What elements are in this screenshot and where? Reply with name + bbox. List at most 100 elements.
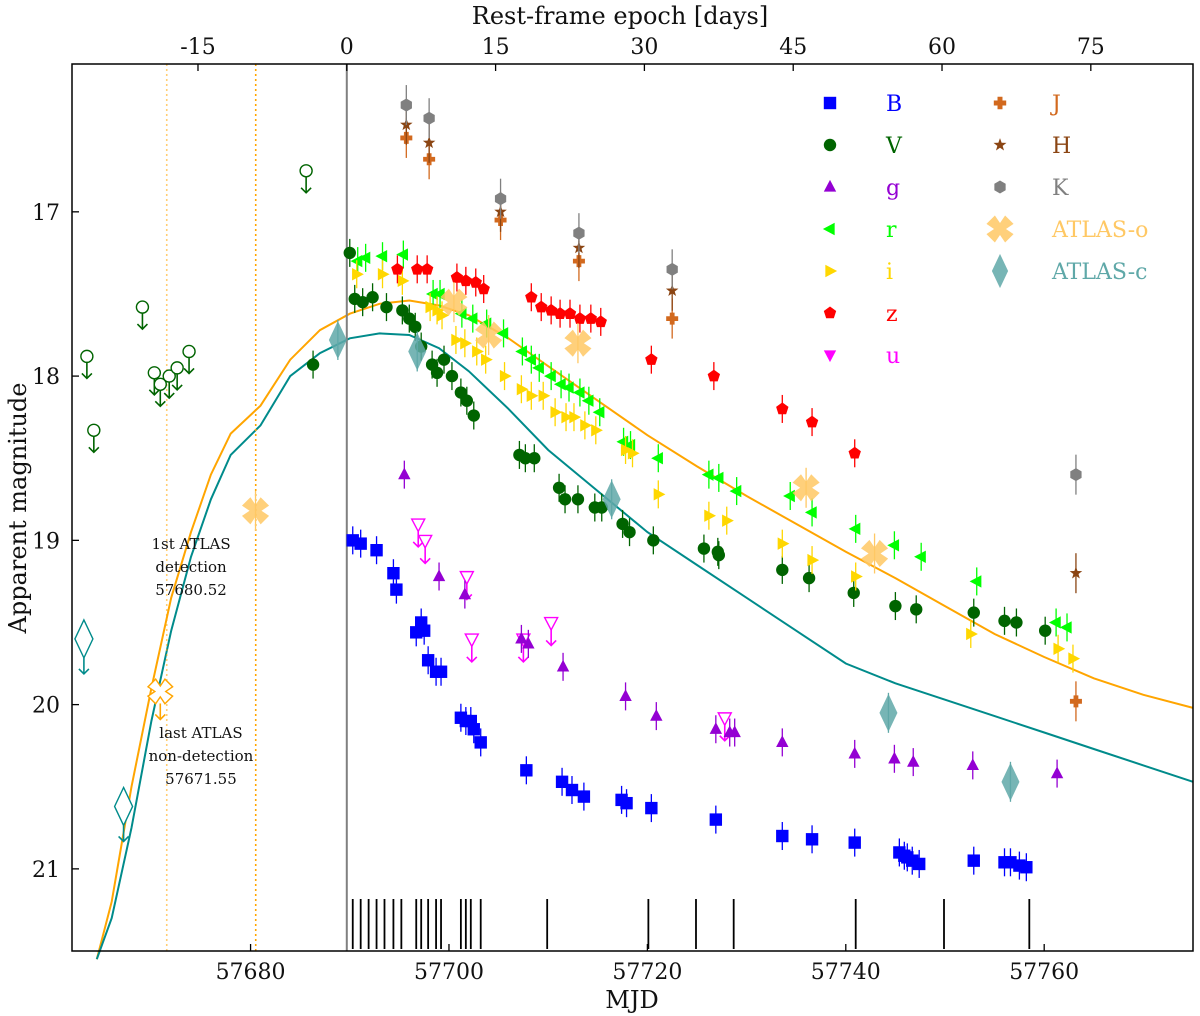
annotation-line: non-detection [149,747,254,765]
data-point-i [481,353,493,366]
x-tick-label: 57740 [811,960,881,985]
photometry-points [241,85,1083,882]
data-point-i [569,410,582,424]
limit-marker [299,164,313,178]
data-point-i [499,369,512,383]
data-point-ATLAS-o [475,321,503,349]
data-point-V [847,586,860,600]
data-point-z [391,262,404,275]
annotation-line: 1st ATLAS [151,535,230,553]
plot-frame [71,63,1194,952]
data-point-V [396,304,409,317]
data-point-g [458,587,472,600]
data-point-z [776,402,789,415]
x-tick-label: 57680 [216,960,286,985]
data-point-g [619,689,632,702]
data-point-V [1038,624,1052,637]
data-point-r [848,522,861,536]
axes: 57680 57700 57720 57740 57760 17 18 19 20 21 -15 0 1… [32,35,1105,985]
y-tick-label: 18 [32,365,60,390]
data-point-V [528,452,541,465]
y-tick-label: 20 [32,694,60,719]
data-point-i [777,537,790,550]
data-point-H [1069,566,1083,579]
data-point-r [592,406,605,419]
reference-lines [165,64,348,951]
data-point-K [494,192,507,206]
data-point-B [417,624,431,637]
data-point-g [966,758,979,771]
annotation-line: 57671.55 [165,770,237,788]
x-tick-label: 57700 [414,960,484,985]
data-point-r [1059,621,1072,634]
limit-arrow-head [148,389,160,396]
data-point-V [437,353,451,366]
top-tick-label: 0 [340,35,354,60]
data-point-i [1053,642,1066,655]
data-point-i [397,274,410,288]
data-point-V [366,291,379,304]
annotations: 1st ATLAS detection 57680.52 last ATLAS non-… [149,535,254,788]
data-point-ATLAS-o [792,474,820,502]
limit-arrow-head [118,835,130,843]
data-point-V [697,542,711,555]
data-point-V [445,369,459,383]
data-point-i [460,337,472,350]
data-point-i [591,424,603,437]
data-point-r [515,345,528,358]
data-point-V [430,366,444,380]
x-tick-label: 57720 [612,960,682,985]
annotation-text: last ATLAS non-detection 57671.55 [149,724,254,788]
data-point-V [409,320,422,334]
annotation-line: last ATLAS [159,724,242,742]
data-point-B [805,833,819,846]
data-point-g [522,636,535,649]
data-point-r [561,381,574,394]
limit-marker [717,712,733,727]
limit-arrow-head [163,392,175,400]
data-point-r [701,468,714,481]
data-point-r [729,484,742,498]
data-point-r [524,353,536,366]
data-point-r [375,249,388,263]
y-axis-title: Apparent magnitude [4,382,32,634]
data-point-g [432,569,446,582]
upper-limit [74,618,94,676]
data-point-z [420,262,434,275]
data-point-i [516,383,529,396]
data-point-i [526,389,539,403]
limit-arrow-head [517,656,529,664]
data-point-ATLAS-o [860,539,889,568]
data-point-z [553,307,567,319]
data-point-z [477,282,490,295]
data-point-B [434,665,448,678]
data-point-K [1070,468,1082,482]
legend-label-H: H [1052,134,1071,159]
upper-limit [299,164,313,194]
limit-marker [80,349,94,364]
data-point-J [1069,695,1082,708]
data-point-g [848,746,861,759]
data-point-g [398,467,411,480]
data-point-z [848,446,861,459]
data-point-H [665,284,679,297]
data-point-V [380,300,393,314]
legend-marker-ATLAS-c [991,253,1009,289]
data-point-z [459,274,473,287]
legend-marker-i [825,264,838,278]
data-point-V [571,493,585,506]
limit-marker [74,618,94,660]
data-point-J [666,312,679,325]
legend-label-J: J [1050,92,1061,117]
top-tick-label: 15 [482,35,510,60]
limit-marker [464,633,480,648]
legend-label-r: r [886,218,897,243]
limit-arrow-head [88,446,100,454]
legend-marker-B [823,96,837,110]
data-point-z [573,312,587,324]
data-point-r [581,394,594,407]
legend-label-V: V [885,134,903,159]
data-point-i [704,509,717,522]
